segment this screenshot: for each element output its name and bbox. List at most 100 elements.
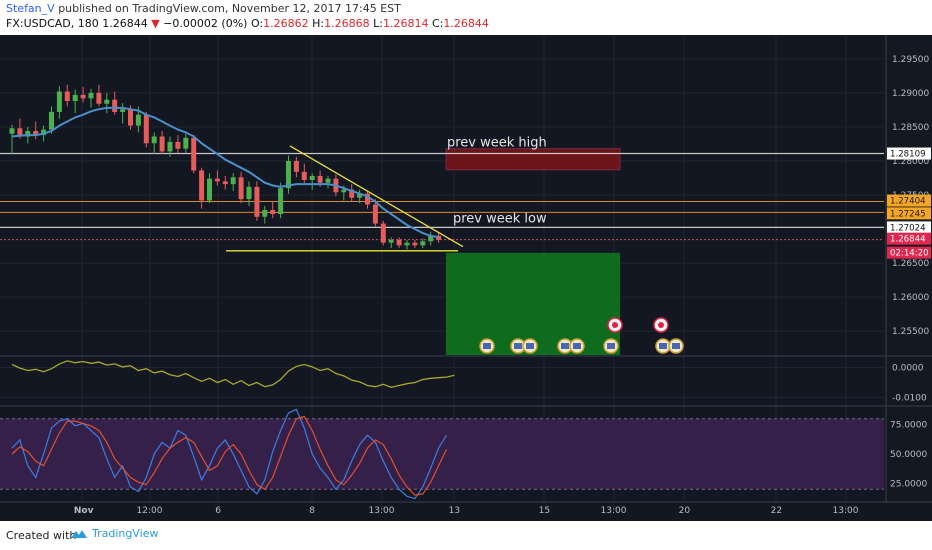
open-label: O:	[250, 17, 264, 30]
trendline-upper	[289, 145, 464, 248]
event-marker-icon-flag	[573, 343, 581, 349]
time-tick-label: 20	[679, 506, 691, 516]
author-name[interactable]: Stefan_V	[6, 2, 55, 15]
time-tick-label: 13:00	[369, 506, 395, 516]
candle-body	[325, 178, 331, 183]
candle-body	[222, 181, 228, 185]
event-marker-icon-flag	[514, 343, 522, 349]
candle-body	[17, 128, 23, 137]
ohlc-line: FX:USDCAD, 180 1.26844 ▼ −0.00002 (0%) O…	[6, 17, 489, 30]
low-value: 1.26814	[382, 17, 429, 30]
price-label-box	[887, 147, 931, 160]
price-label-text: 1.28109	[890, 150, 926, 160]
price-label-text: 1.27404	[890, 197, 926, 207]
candle-body	[428, 235, 434, 242]
close-value: 1.26844	[443, 17, 489, 30]
event-marker-icon-flag	[483, 343, 491, 349]
tradingview-brand[interactable]: TradingView	[70, 527, 158, 540]
time-tick-label: 13:00	[601, 506, 627, 516]
candle-body	[80, 94, 86, 99]
candle-body	[120, 109, 126, 112]
candle-body	[25, 131, 31, 137]
candle-body	[56, 91, 62, 112]
stoch-d-line	[11, 415, 448, 496]
event-marker-icon-flag	[561, 343, 569, 349]
price-label-text: 1.26844	[890, 235, 926, 245]
stoch-tick-label: 25.0000	[890, 479, 927, 489]
candle-body	[262, 209, 268, 217]
candle-body	[135, 114, 141, 126]
time-tick-label: Nov	[74, 506, 94, 516]
candle-body	[317, 175, 323, 183]
time-tick-label: 12:00	[137, 506, 163, 516]
candle-body	[396, 239, 402, 246]
candle-body	[286, 160, 291, 189]
price-tick-label: 1.29500	[892, 55, 929, 65]
candle-body	[88, 92, 94, 99]
low-label: L:	[373, 17, 383, 30]
candle-body	[9, 128, 15, 134]
price-tick-label: 1.28000	[892, 157, 929, 167]
candle-body	[167, 141, 173, 152]
price-label-box	[887, 232, 931, 245]
annotation-prev-week-low: prev week low	[453, 211, 547, 226]
chart-header: Stefan_V published on TradingView.com, N…	[0, 0, 932, 34]
price-label-box	[887, 207, 931, 220]
resistance-zone	[445, 148, 621, 171]
candle-body	[128, 109, 133, 126]
candle-body	[49, 111, 54, 130]
event-marker-dot	[658, 322, 664, 328]
event-marker-icon-flag	[607, 343, 615, 349]
candle-body	[436, 235, 442, 240]
candle-body	[191, 137, 197, 171]
price-axis-background	[886, 35, 932, 521]
candle-body	[238, 177, 244, 200]
candle-body	[380, 223, 386, 243]
candle-body	[404, 242, 410, 246]
price-label-text: 02:14:20	[890, 249, 929, 259]
candle-body	[372, 204, 378, 224]
price-label-box	[887, 194, 931, 207]
candle-body	[175, 141, 181, 149]
stoch-band	[0, 418, 884, 490]
candle-body	[420, 241, 426, 246]
candle-body	[143, 114, 149, 144]
event-marker-dot	[612, 322, 618, 328]
annotation-prev-week-high: prev week high	[447, 136, 547, 151]
time-tick-label: 22	[771, 506, 782, 516]
osc-tick-label: -0.0100	[892, 394, 927, 404]
price-tick-label: 1.28500	[892, 123, 929, 133]
candle-body	[309, 175, 315, 181]
time-tick-label: 8	[309, 506, 315, 516]
candle-body	[112, 99, 118, 112]
candle-body	[278, 188, 284, 215]
candle-body	[41, 129, 47, 136]
target-zone	[446, 252, 620, 355]
chart-area[interactable]: 1.295001.290001.285001.280001.275001.265…	[0, 35, 932, 521]
candle-body	[388, 239, 394, 243]
brand-name: TradingView	[92, 527, 159, 540]
price-tick-label: 1.29000	[892, 89, 929, 99]
candle-body	[254, 186, 260, 217]
stoch-tick-label: 75.0000	[890, 421, 927, 431]
candle-body	[270, 209, 276, 215]
candle-body	[104, 99, 110, 104]
last-price: 1.26844	[102, 17, 148, 30]
time-tick-label: 13	[449, 506, 460, 516]
time-tick-label: 15	[539, 506, 550, 516]
candle-body	[341, 189, 347, 193]
event-marker-icon-flag	[526, 343, 534, 349]
price-change: −0.00002 (0%)	[163, 17, 248, 30]
price-label-text: 1.27245	[890, 209, 926, 219]
price-tick-label: 1.26500	[892, 259, 929, 269]
candle-body	[293, 160, 299, 172]
candle-body	[33, 131, 39, 136]
chart-canvas[interactable]: 1.295001.290001.285001.280001.275001.265…	[0, 35, 932, 521]
price-label-box	[887, 246, 931, 259]
created-with-label: Created with	[6, 529, 77, 542]
event-marker-icon-flag	[659, 343, 667, 349]
candle-body	[365, 193, 370, 205]
down-arrow-icon: ▼	[151, 17, 160, 30]
stoch-tick-label: 50.0000	[890, 450, 927, 460]
candle-body	[301, 171, 307, 181]
